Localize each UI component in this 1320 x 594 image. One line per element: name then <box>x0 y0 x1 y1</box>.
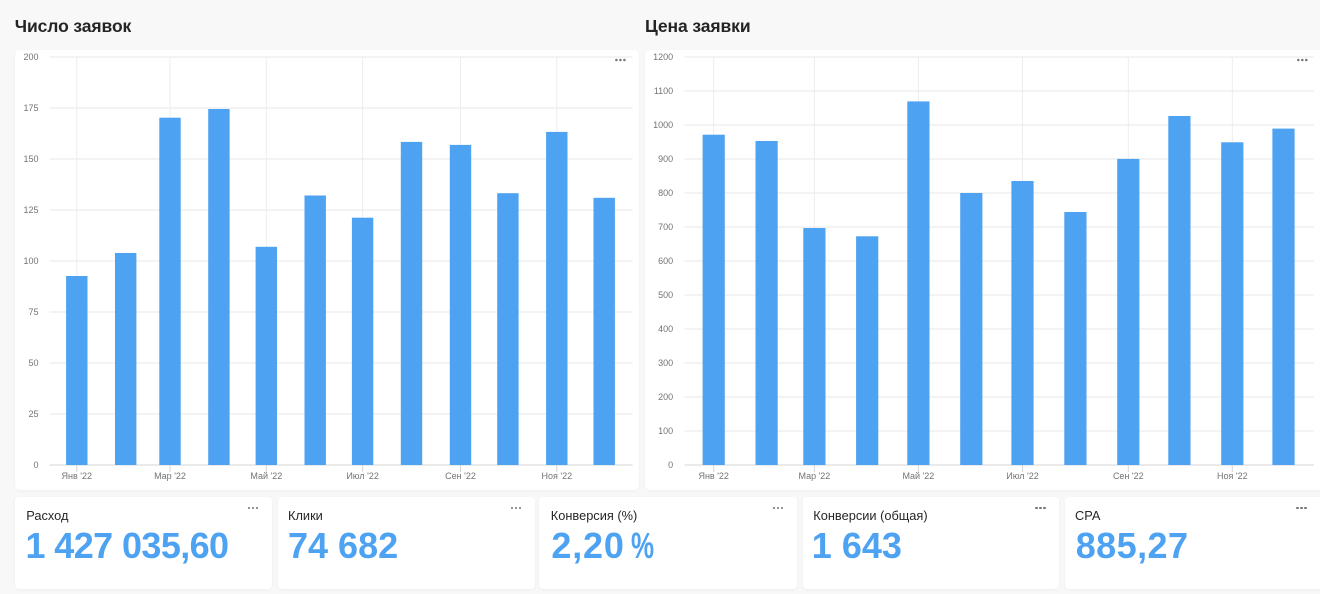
svg-text:600: 600 <box>658 256 673 266</box>
svg-text:800: 800 <box>658 188 673 198</box>
svg-text:Сен '22: Сен '22 <box>445 471 476 481</box>
svg-text:150: 150 <box>23 154 38 164</box>
svg-text:Ноя '22: Ноя '22 <box>1217 471 1248 481</box>
svg-text:1100: 1100 <box>654 86 673 96</box>
svg-text:125: 125 <box>23 205 38 215</box>
svg-text:Сен '22: Сен '22 <box>1113 471 1144 481</box>
svg-text:700: 700 <box>658 222 673 232</box>
svg-text:50: 50 <box>28 358 38 368</box>
svg-text:100: 100 <box>23 256 38 266</box>
svg-text:200: 200 <box>23 52 38 62</box>
svg-text:400: 400 <box>658 324 673 334</box>
svg-text:175: 175 <box>23 103 38 113</box>
svg-text:300: 300 <box>658 358 673 368</box>
svg-text:200: 200 <box>658 392 673 402</box>
svg-text:Май '22: Май '22 <box>250 471 282 481</box>
svg-text:500: 500 <box>658 290 673 300</box>
svg-text:Июл '22: Июл '22 <box>1007 471 1040 481</box>
svg-text:Янв '22: Янв '22 <box>699 471 729 481</box>
svg-text:Мар '22: Мар '22 <box>154 471 186 481</box>
svg-text:25: 25 <box>28 409 38 419</box>
svg-text:1000: 1000 <box>653 120 673 130</box>
svg-text:100: 100 <box>658 426 673 436</box>
svg-text:Янв '22: Янв '22 <box>61 471 91 481</box>
svg-text:0: 0 <box>33 460 38 470</box>
svg-text:900: 900 <box>658 154 673 164</box>
svg-text:75: 75 <box>28 307 38 317</box>
svg-text:1200: 1200 <box>653 52 673 62</box>
svg-text:Ноя '22: Ноя '22 <box>541 471 572 481</box>
svg-text:Май '22: Май '22 <box>903 471 935 481</box>
svg-text:Мар '22: Мар '22 <box>799 471 831 481</box>
svg-text:Июл '22: Июл '22 <box>346 471 379 481</box>
svg-text:0: 0 <box>668 460 673 470</box>
